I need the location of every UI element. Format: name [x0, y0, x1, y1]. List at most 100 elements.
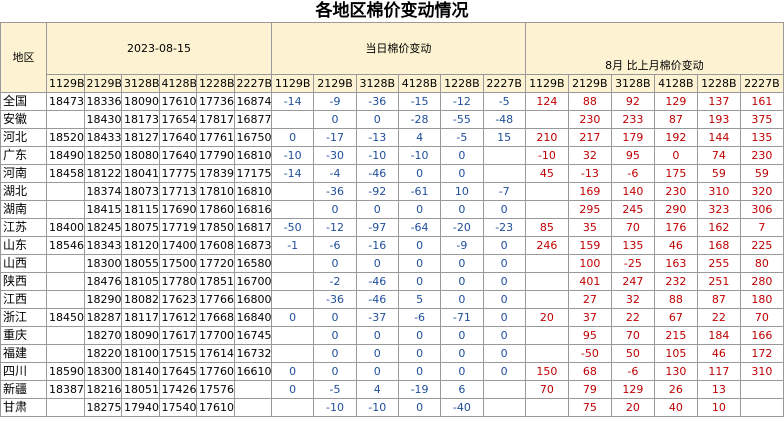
price: 18546 — [46, 236, 85, 255]
code-header: 1129B — [524, 74, 569, 93]
price: 18400 — [46, 218, 85, 237]
price: 18075 — [121, 218, 160, 237]
price: 17860 — [196, 200, 235, 219]
daily-change — [271, 182, 315, 201]
daily-change: -10 — [355, 146, 399, 165]
monthly-change: 46 — [653, 236, 698, 255]
region: 山西 — [0, 254, 47, 273]
monthly-change: 135 — [610, 236, 655, 255]
monthly-change: 74 — [696, 146, 741, 165]
daily-change: 0 — [440, 164, 484, 183]
price — [46, 272, 85, 291]
price: 18336 — [83, 92, 122, 111]
price: 17610 — [158, 92, 197, 111]
code-header: 2129B — [567, 74, 612, 93]
daily-change: -1 — [271, 236, 315, 255]
price — [46, 344, 85, 363]
daily-change: -71 — [440, 308, 484, 327]
monthly-change — [524, 326, 569, 345]
daily-change: -37 — [355, 308, 399, 327]
daily-change — [271, 398, 315, 417]
price: 16745 — [233, 326, 273, 345]
monthly-change: 87 — [653, 110, 698, 129]
daily-change: 4 — [355, 380, 399, 399]
code-header: 1228B — [196, 74, 235, 93]
daily-change: -2 — [313, 272, 357, 291]
monthly-change: 124 — [524, 92, 569, 111]
daily-change: -19 — [397, 380, 442, 399]
daily-change — [482, 380, 526, 399]
monthly-change: 105 — [653, 344, 698, 363]
monthly-change: 162 — [696, 218, 741, 237]
price: 18275 — [83, 398, 122, 417]
region: 河北 — [0, 128, 47, 147]
price: 16732 — [233, 344, 273, 363]
region: 安徽 — [0, 110, 47, 129]
daily-change: -9 — [313, 92, 357, 111]
monthly-change: 375 — [739, 110, 784, 129]
price: 16840 — [233, 308, 273, 327]
daily-change: -4 — [313, 164, 357, 183]
monthly-change: 22 — [696, 308, 741, 327]
monthly-change: 70 — [610, 326, 655, 345]
price: 17817 — [196, 110, 235, 129]
region: 全国 — [0, 92, 47, 111]
daily-change: -6 — [397, 308, 442, 327]
price: 16700 — [233, 272, 273, 291]
daily-change: 0 — [271, 380, 315, 399]
price: 18090 — [121, 92, 160, 111]
price: 18415 — [83, 200, 122, 219]
monthly-change: 163 — [653, 254, 698, 273]
daily-change: -97 — [355, 218, 399, 237]
monthly-change: 172 — [739, 344, 784, 363]
price — [233, 380, 273, 399]
monthly-change: 230 — [567, 110, 612, 129]
daily-change: 4 — [397, 128, 442, 147]
monthly-change: 137 — [696, 92, 741, 111]
price: 18343 — [83, 236, 122, 255]
data-row: 山西 18300 18055 17500 17720 16580 0 0 0 0 0 100 -25 16… — [0, 254, 784, 273]
monthly-change: 245 — [610, 200, 655, 219]
monthly-change: 20 — [610, 398, 655, 417]
price: 17810 — [196, 182, 235, 201]
price: 17839 — [196, 164, 235, 183]
price: 17720 — [196, 254, 235, 273]
daily-change: 0 — [397, 326, 442, 345]
code-header: 3128B — [355, 74, 399, 93]
monthly-change: -10 — [524, 146, 569, 165]
price: 18590 — [46, 362, 85, 381]
daily-change: -28 — [397, 110, 442, 129]
monthly-change: 68 — [567, 362, 612, 381]
daily-change: 0 — [397, 344, 442, 363]
monthly-change: 215 — [653, 326, 698, 345]
code-header: 4128B — [653, 74, 698, 93]
daily-change: -50 — [271, 218, 315, 237]
price: 18387 — [46, 380, 85, 399]
price: 17766 — [196, 290, 235, 309]
daily-change: 0 — [482, 272, 526, 291]
price — [233, 398, 273, 417]
daily-change: 0 — [313, 344, 357, 363]
daily-change: 0 — [440, 272, 484, 291]
daily-change: 0 — [313, 254, 357, 273]
monthly-change: 7 — [739, 218, 784, 237]
daily-change: 0 — [482, 326, 526, 345]
price: 18100 — [121, 344, 160, 363]
region: 重庆 — [0, 326, 47, 345]
daily-change: 0 — [397, 362, 442, 381]
daily-change: 0 — [482, 254, 526, 273]
price: 17500 — [158, 254, 197, 273]
daily-change: -46 — [355, 164, 399, 183]
price: 18090 — [121, 326, 160, 345]
price: 18051 — [121, 380, 160, 399]
price: 18300 — [83, 362, 122, 381]
daily-change: 0 — [440, 200, 484, 219]
price: 17614 — [196, 344, 235, 363]
daily-change: -55 — [440, 110, 484, 129]
price: 17719 — [158, 218, 197, 237]
monthly-change: 85 — [524, 218, 569, 237]
price — [46, 200, 85, 219]
daily-change: -92 — [355, 182, 399, 201]
daily-change: 6 — [440, 380, 484, 399]
monthly-change: 130 — [653, 362, 698, 381]
